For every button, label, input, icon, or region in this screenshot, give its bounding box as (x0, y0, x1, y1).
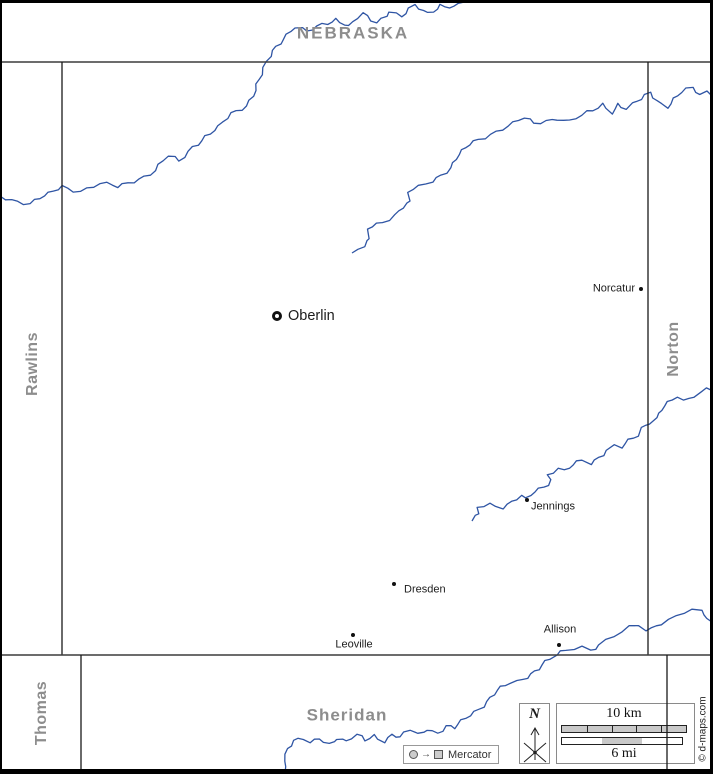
compass-box: N (519, 703, 550, 764)
region-label-thomas: Thomas (33, 680, 50, 746)
scale-mi-label: 6 mi (611, 746, 637, 761)
scale-tick (636, 726, 638, 732)
scale-tick (611, 726, 613, 732)
county-seat-marker-oberlin (272, 311, 282, 321)
scale-tick (661, 726, 663, 732)
town-label-leoville: Leoville (335, 638, 373, 651)
town-marker-leoville (351, 633, 355, 637)
river-prairie-dog-creek (471, 387, 713, 522)
town-marker-norcatur (639, 287, 643, 291)
scale-mi-middle-segment (601, 738, 643, 744)
river-beaver-creek-nw (0, 0, 469, 206)
region-label-rawlins: Rawlins (24, 332, 41, 396)
scale-bar-mi (561, 737, 683, 745)
town-label-allison: Allison (543, 623, 577, 636)
region-label-nebraska: NEBRASKA (296, 23, 410, 43)
town-label-oberlin: Oberlin (288, 307, 335, 324)
town-label-norcatur: Norcatur (592, 282, 635, 295)
projection-box: → Mercator (403, 745, 499, 764)
scale-bar-km (561, 725, 687, 733)
town-marker-jennings (525, 498, 529, 502)
town-label-jennings: Jennings (531, 500, 576, 513)
compass-star-icon (523, 726, 547, 763)
region-label-sheridan: Sheridan (306, 705, 388, 725)
globe-circle-icon (409, 750, 418, 759)
arrow-icon: → (421, 748, 431, 760)
town-label-dresden: Dresden (404, 583, 446, 596)
scale-km-label: 10 km (606, 706, 642, 721)
projection-label: Mercator (448, 748, 492, 761)
town-marker-allison (557, 643, 561, 647)
town-marker-dresden (392, 582, 396, 586)
compass-north-label: N (529, 706, 540, 722)
projected-square-icon (434, 750, 443, 759)
copyright-label: © d-maps.com (697, 696, 709, 762)
scale-tick (586, 726, 588, 732)
region-label-norton: Norton (665, 321, 682, 377)
scale-box: 10 km 6 mi (556, 703, 695, 764)
river-sappa-creek-ne (351, 86, 713, 254)
river-south-river (284, 608, 713, 774)
